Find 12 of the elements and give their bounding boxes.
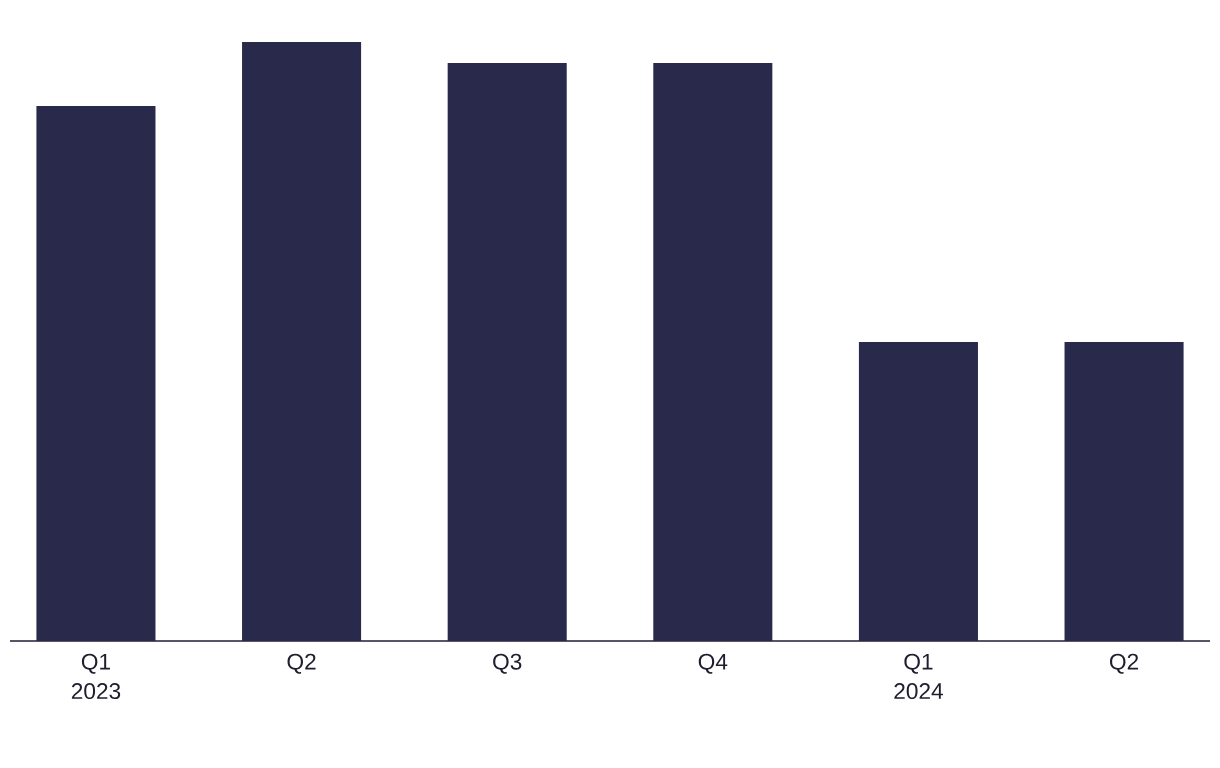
x-tick-label: Q1 2024 — [894, 653, 943, 700]
x-tick-label: Q2 — [1110, 653, 1139, 674]
bar — [447, 62, 567, 641]
bar — [653, 62, 773, 641]
bar — [36, 106, 156, 641]
bar — [1064, 342, 1184, 641]
x-tick-label: Q4 — [698, 653, 728, 674]
bar — [858, 342, 978, 641]
x-tick-label: Q2 — [287, 653, 316, 674]
x-tick-label: Q1 2023 — [71, 653, 121, 700]
x-tick-label: Q3 — [493, 653, 522, 674]
bar — [242, 42, 362, 641]
